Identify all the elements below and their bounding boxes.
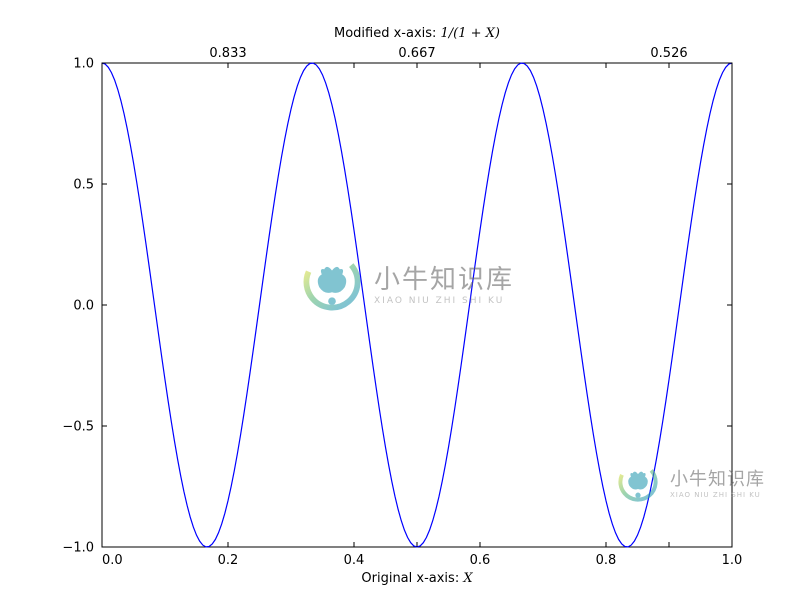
x-tick-bottom-label: 0.6 [470,553,491,568]
x-axis-top-ticks: 0.833 0.667 0.526 [209,46,687,547]
y-tick-label: 1.0 [73,57,94,72]
series-cos-curve [102,63,732,547]
chart-title-math: 1/(1 + X) [441,26,500,41]
x-tick-bottom-label: 0.8 [596,553,617,568]
y-tick-label: 0.0 [73,299,94,314]
chart-figure: 0.00.20.40.60.81.0 0.8330.6670.526 −1.0−… [0,0,812,612]
plot-area-border [102,63,732,547]
x-axis-bottom-ticks: 0.0 0.2 0.4 0.6 0.8 1.0 [102,63,742,568]
x-tick-top-label: 0.833 [209,46,246,61]
y-axis-left-ticks: −1.0 −0.5 0.0 0.5 1.0 [62,57,107,556]
x-tick-top-label: 0.667 [398,46,435,61]
chart-title-plain: Modified x-axis: [334,26,441,41]
x-tick-bottom-label: 0.2 [218,553,239,568]
y-tick-label: −1.0 [62,541,94,556]
x-tick-bottom-label: 0.0 [102,553,123,568]
x-axis-bottom-label-plain: Original x-axis: [361,571,463,586]
y-tick-label: −0.5 [62,420,94,435]
y-axis-right-ticks [727,63,732,547]
chart-title: Modified x-axis: 1/(1 + X) [334,26,500,41]
x-tick-bottom-label: 1.0 [722,553,743,568]
x-tick-bottom-label: 0.4 [344,553,365,568]
x-tick-top-label: 0.526 [650,46,687,61]
chart-svg: 0.00.20.40.60.81.0 0.8330.6670.526 −1.0−… [0,0,812,612]
y-tick-label: 0.5 [73,178,94,193]
x-axis-bottom-label-math: X [462,571,473,586]
x-axis-bottom-label: Original x-axis: X [361,571,473,586]
